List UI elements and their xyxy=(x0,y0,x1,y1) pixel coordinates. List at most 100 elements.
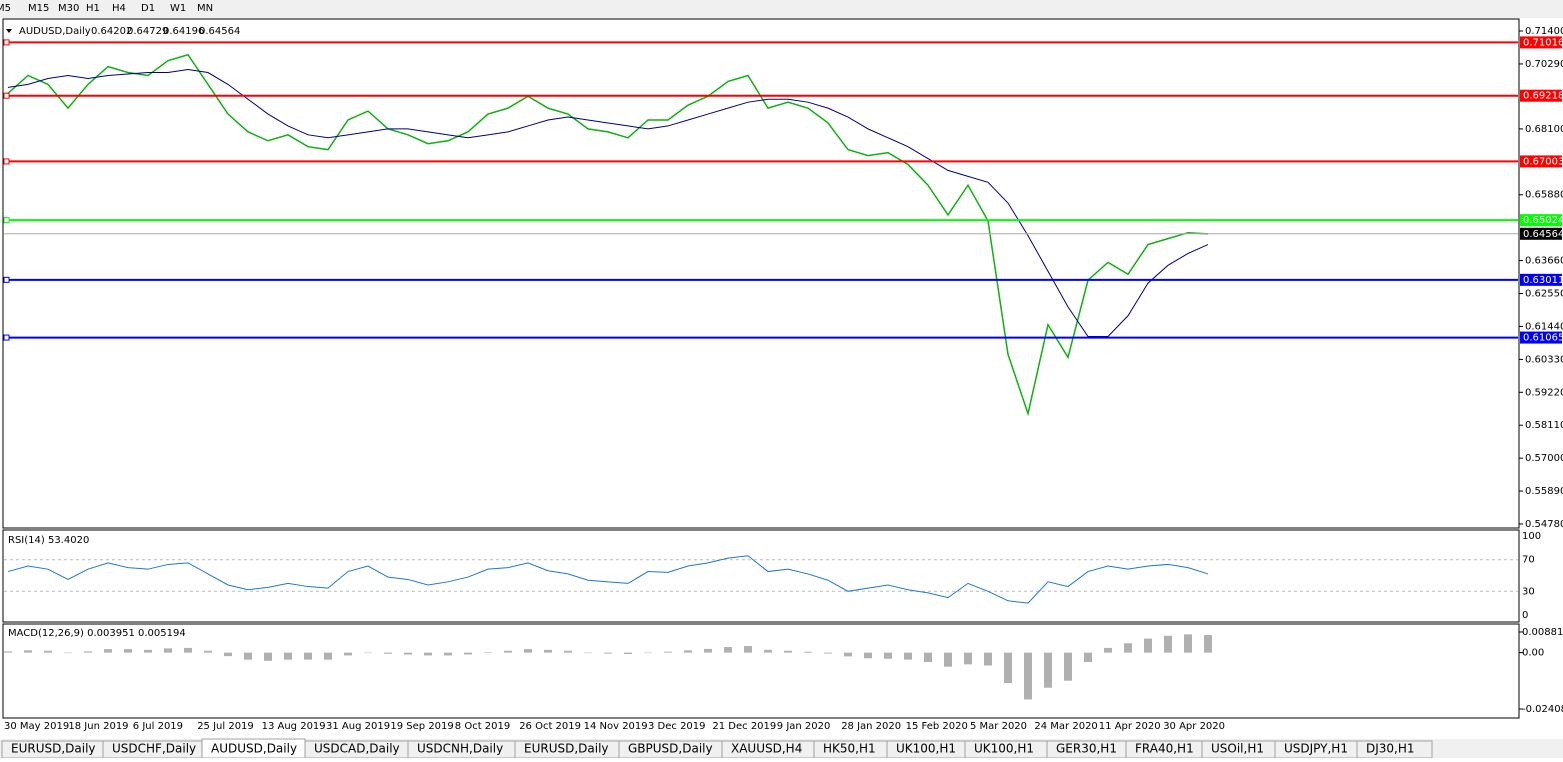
macd-bar xyxy=(404,652,412,655)
macd-bar xyxy=(1204,635,1212,653)
macd-bar xyxy=(324,652,332,660)
macd-bar xyxy=(1044,652,1052,688)
rsi-tick-label: 100 xyxy=(1522,531,1541,542)
date-label: 26 Oct 2019 xyxy=(519,721,581,732)
level-label: 0.69218 xyxy=(1523,91,1563,102)
tab-label[interactable]: GBPUSD,Daily xyxy=(628,742,713,756)
date-label: 5 Mar 2020 xyxy=(970,721,1027,732)
macd-bar xyxy=(784,650,792,653)
y-tick-label: 0.61440 xyxy=(1525,321,1563,332)
macd-tick-label: 0.008815 xyxy=(1522,627,1563,638)
timeframe-button[interactable]: M30 xyxy=(58,3,79,14)
date-label: 30 May 2019 xyxy=(4,721,69,732)
macd-bar xyxy=(144,649,152,653)
date-label: 9 Jan 2020 xyxy=(777,721,831,732)
macd-bar xyxy=(484,652,492,653)
y-tick-label: 0.63660 xyxy=(1525,256,1563,267)
tab-label[interactable]: DJ30,H1 xyxy=(1366,742,1415,756)
macd-bar xyxy=(1024,652,1032,700)
level-label-box xyxy=(1520,89,1562,102)
macd-bar xyxy=(764,649,772,653)
ohlc-value: 0.64196 xyxy=(163,26,204,37)
timeframe-button[interactable]: D1 xyxy=(141,3,155,14)
y-tick-label: 0.57000 xyxy=(1525,453,1563,464)
level-label-box xyxy=(1520,273,1562,286)
date-label: 21 Dec 2019 xyxy=(712,721,776,732)
macd-tick-label: -0.024082 xyxy=(1522,704,1563,715)
tab-label[interactable]: XAUUSD,H4 xyxy=(731,742,802,756)
tab-label[interactable]: AUDUSD,Daily xyxy=(211,742,297,756)
y-tick-label: 0.54780 xyxy=(1525,519,1563,530)
tab-label[interactable]: USDCAD,Daily xyxy=(314,742,400,756)
macd-bar xyxy=(1144,638,1152,653)
tab-label[interactable]: HK50,H1 xyxy=(823,742,876,756)
macd-bar xyxy=(1124,643,1132,653)
macd-bar xyxy=(344,652,352,656)
timeframe-button[interactable]: W1 xyxy=(170,3,186,14)
y-tick-label: 0.60330 xyxy=(1525,354,1563,365)
tab-label[interactable]: USOil,H1 xyxy=(1211,742,1264,756)
macd-bar xyxy=(1184,634,1192,653)
date-label: 14 Nov 2019 xyxy=(584,721,648,732)
macd-bar xyxy=(564,650,572,653)
macd-bar xyxy=(824,652,832,654)
tab-label[interactable]: USDJPY,H1 xyxy=(1284,742,1348,756)
macd-bar xyxy=(924,652,932,662)
macd-bar xyxy=(544,649,552,653)
tab-label[interactable]: USDCHF,Daily xyxy=(112,742,196,756)
rsi-tick-label: 30 xyxy=(1522,586,1535,597)
y-tick-label: 0.59220 xyxy=(1525,387,1563,398)
date-label: 11 Apr 2020 xyxy=(1099,721,1161,732)
timeframe-button[interactable]: M5 xyxy=(0,3,11,14)
date-label: 24 Mar 2020 xyxy=(1034,721,1097,732)
tab-label[interactable]: UK100,H1 xyxy=(974,742,1034,756)
ohlc-value: 0.64202 xyxy=(91,26,132,37)
macd-bar xyxy=(1004,652,1012,684)
macd-bar xyxy=(904,652,912,660)
tab-label[interactable]: USDCNH,Daily xyxy=(417,742,503,756)
macd-bar xyxy=(184,647,192,653)
macd-bar xyxy=(164,648,172,653)
macd-bar xyxy=(464,652,472,655)
y-tick-label: 0.62550 xyxy=(1525,289,1563,300)
macd-bar xyxy=(864,652,872,659)
macd-bar xyxy=(424,652,432,656)
macd-bar xyxy=(964,652,972,665)
tab-label[interactable]: EURUSD,Daily xyxy=(524,742,609,756)
current-price-label: 0.64564 xyxy=(1523,229,1563,240)
timeframe-button[interactable]: H4 xyxy=(112,3,126,14)
level-label: 0.71016 xyxy=(1523,37,1563,48)
y-tick-label: 0.71400 xyxy=(1525,26,1563,37)
macd-bar xyxy=(224,652,232,657)
macd-bar xyxy=(704,648,712,653)
collapse-arrow xyxy=(6,29,12,33)
y-tick-label: 0.68100 xyxy=(1525,124,1563,135)
timeframe-button[interactable]: H1 xyxy=(86,3,100,14)
rsi-panel xyxy=(2,529,1520,623)
date-label: 19 Sep 2019 xyxy=(390,721,453,732)
tab-label[interactable]: FRA40,H1 xyxy=(1135,742,1194,756)
tab-label[interactable]: UK100,H1 xyxy=(896,742,956,756)
macd-bar xyxy=(44,650,52,653)
macd-bar xyxy=(4,651,12,653)
timeframe-button[interactable]: M15 xyxy=(28,3,49,14)
date-label: 25 Jul 2019 xyxy=(197,721,254,732)
date-label: 3 Dec 2019 xyxy=(648,721,706,732)
macd-bar xyxy=(1084,652,1092,662)
date-label: 18 Jun 2019 xyxy=(68,721,128,732)
macd-bar xyxy=(644,652,652,654)
macd-bar xyxy=(944,652,952,667)
toolbar xyxy=(0,0,1563,18)
y-tick-label: 0.58110 xyxy=(1525,420,1563,431)
timeframe-button[interactable]: MN xyxy=(197,3,213,14)
tab-label[interactable]: EURUSD,Daily xyxy=(11,742,96,756)
y-tick-label: 0.55890 xyxy=(1525,486,1563,497)
date-label: 13 Aug 2019 xyxy=(262,721,326,732)
date-label: 28 Jan 2020 xyxy=(841,721,901,732)
rsi-tick-label: 70 xyxy=(1522,555,1535,566)
level-label: 0.61065 xyxy=(1523,333,1563,344)
macd-bar xyxy=(304,652,312,660)
tab-label[interactable]: GER30,H1 xyxy=(1056,742,1117,756)
macd-bar xyxy=(624,652,632,655)
